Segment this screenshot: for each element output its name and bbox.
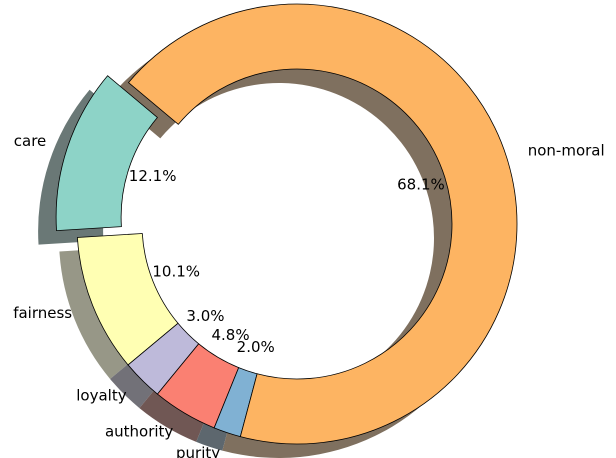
slice-label: care xyxy=(14,132,47,150)
slice-layer xyxy=(55,3,518,445)
slice xyxy=(127,3,518,445)
value-label: 4.8% xyxy=(211,326,249,344)
value-label: 3.0% xyxy=(186,307,224,325)
slice-label: purity xyxy=(176,444,220,458)
slice-label: fairness xyxy=(13,304,72,322)
value-label: 2.0% xyxy=(237,338,275,356)
value-label: 68.1% xyxy=(397,175,445,193)
value-label: 10.1% xyxy=(152,263,200,281)
value-label: 12.1% xyxy=(129,167,177,185)
slice-label: authority xyxy=(105,422,173,440)
label-layer: care 12.1% fairness 10.1% loyalty 3.0% authori… xyxy=(13,132,604,458)
slice-label: non-moral xyxy=(528,142,605,160)
slice-label: loyalty xyxy=(76,386,126,404)
slice xyxy=(55,75,158,232)
